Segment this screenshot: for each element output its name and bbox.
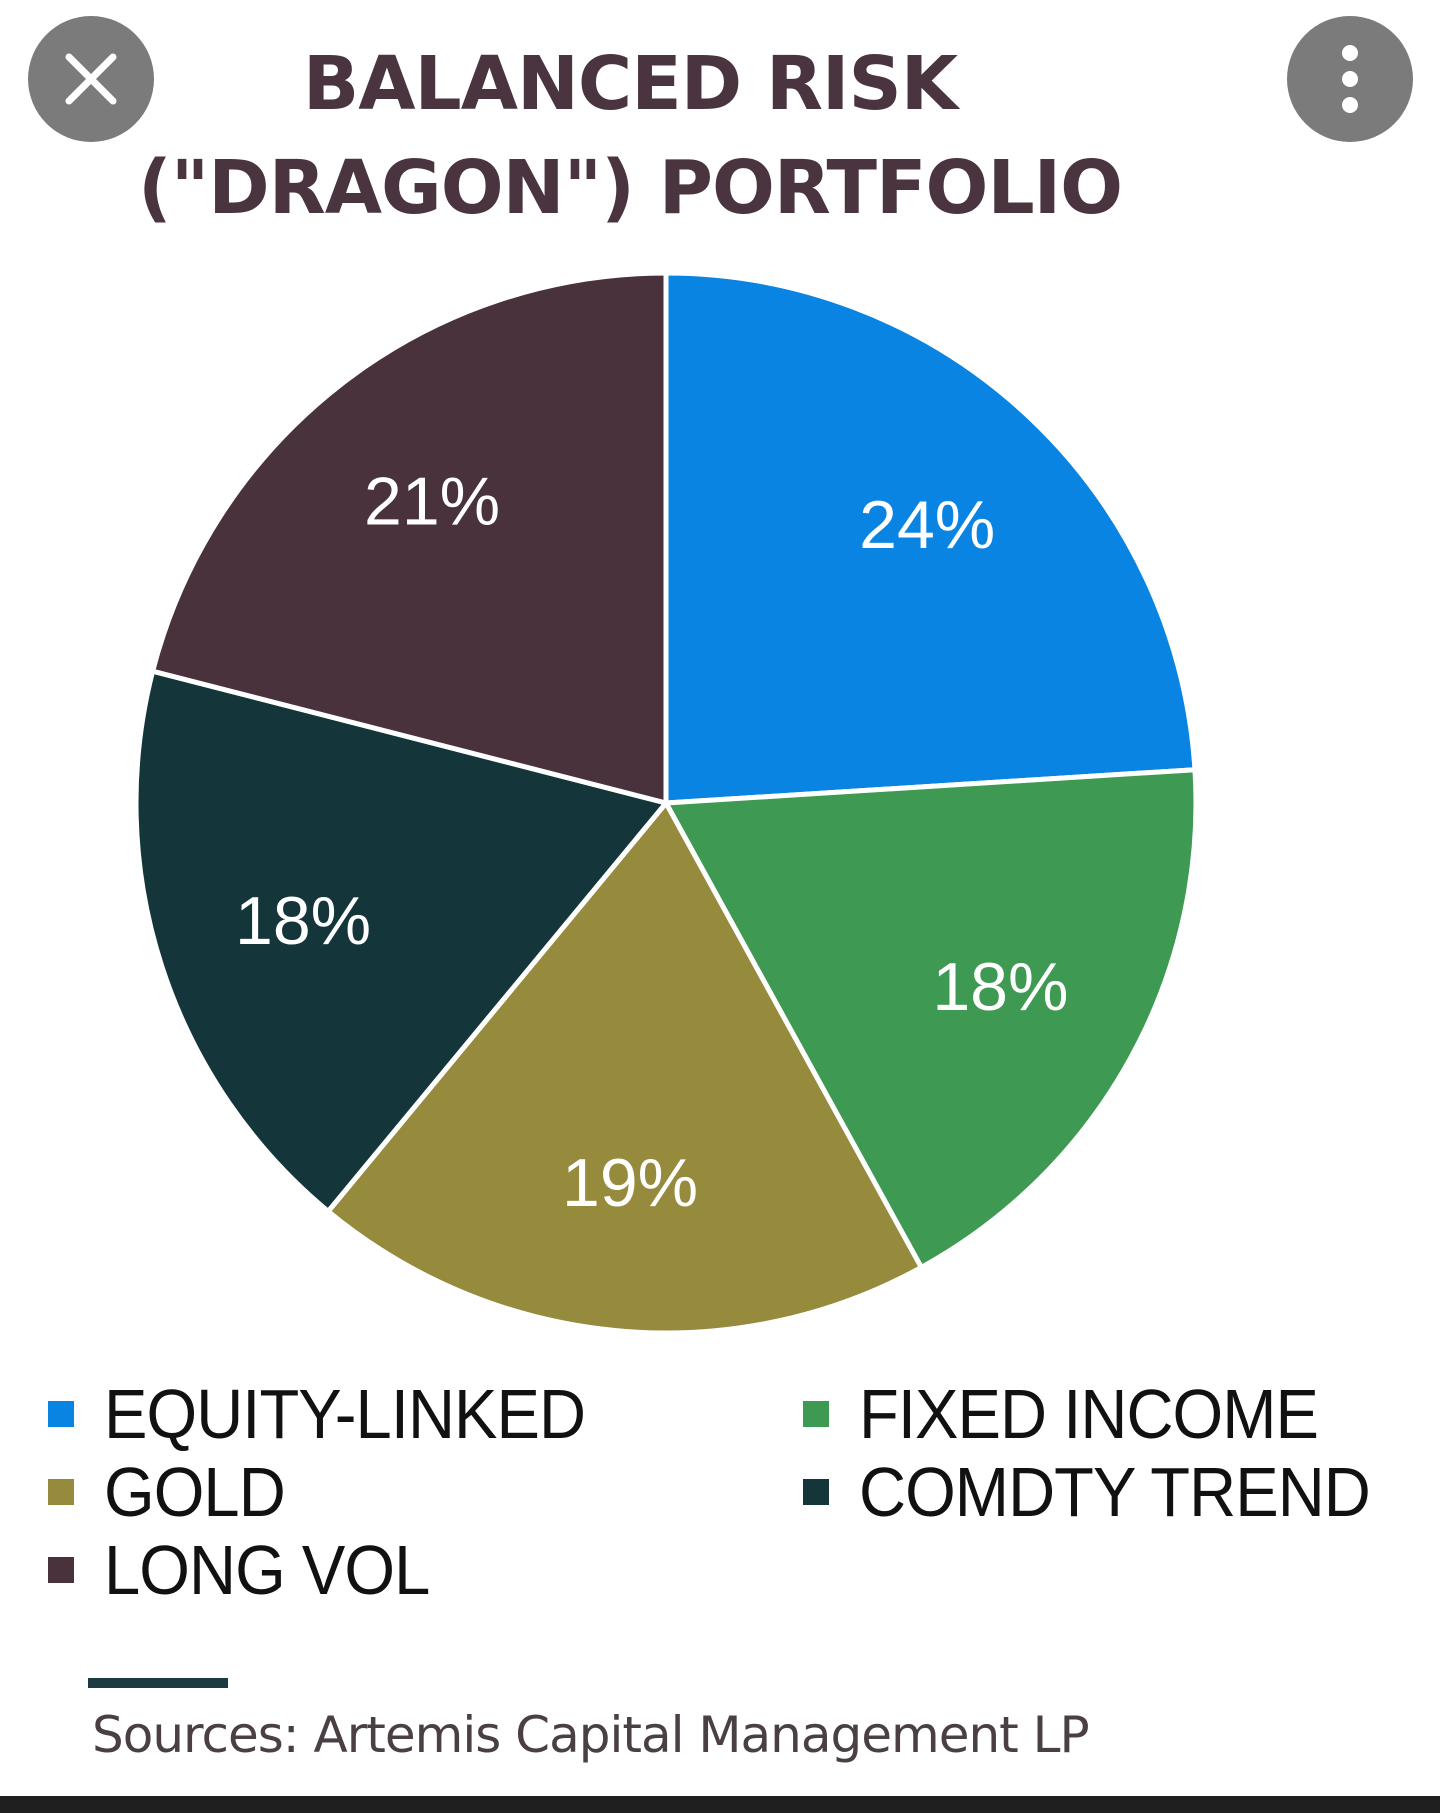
slice-label: 18% xyxy=(932,949,1068,1025)
close-icon xyxy=(65,53,117,105)
pie-slice-gold xyxy=(324,798,925,1336)
pie-slice-equity-linked xyxy=(663,270,1198,806)
legend-swatch xyxy=(803,1401,829,1427)
source-divider xyxy=(88,1678,228,1688)
legend-item: FIXED INCOME xyxy=(803,1375,1353,1453)
legend-item: LONG VOL xyxy=(48,1531,454,1609)
legend-swatch xyxy=(48,1479,74,1505)
pie-slice-comdty-trend xyxy=(133,668,671,1215)
source-note: Sources: Artemis Capital Management LP xyxy=(92,1706,1090,1764)
pie-slice-fixed-income xyxy=(661,767,1199,1271)
legend-label: GOLD xyxy=(104,1453,286,1531)
close-button[interactable] xyxy=(28,16,154,142)
slice-label: 19% xyxy=(562,1145,698,1221)
legend-label: COMDTY TREND xyxy=(859,1453,1371,1531)
legend-swatch xyxy=(48,1401,74,1427)
chart-title: BALANCED RISK ("DRAGON") PORTFOLIO xyxy=(137,41,1123,231)
slice-label: 21% xyxy=(364,464,500,540)
slice-label: 24% xyxy=(859,487,995,563)
slice-label: 18% xyxy=(235,883,371,959)
legend-label: LONG VOL xyxy=(104,1531,430,1609)
more-vertical-icon xyxy=(1342,45,1358,113)
pie-slice-long-vol xyxy=(149,270,669,807)
legend-label: EQUITY-LINKED xyxy=(104,1375,586,1453)
bottom-bar xyxy=(0,1796,1440,1813)
legend-item: COMDTY TREND xyxy=(803,1453,1408,1531)
legend-swatch xyxy=(48,1557,74,1583)
pie-chart: 24% 18% 19% 18% 21% xyxy=(133,270,1199,1336)
legend-item: GOLD xyxy=(48,1453,298,1531)
legend-swatch xyxy=(803,1479,829,1505)
more-options-button[interactable] xyxy=(1287,16,1413,142)
legend-item: EQUITY-LINKED xyxy=(48,1375,621,1453)
legend-label: FIXED INCOME xyxy=(859,1375,1319,1453)
